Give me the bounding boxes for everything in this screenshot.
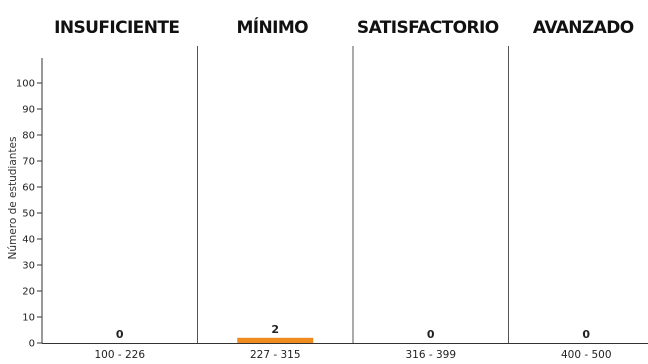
y-axis: 0 10 20 30 40 50 60 70 80 90 100 [16, 58, 43, 350]
y-tick-label: 10 [22, 313, 35, 324]
x-axis: 100 - 226 227 - 315 316 - 399 400 - 500 [42, 343, 648, 361]
y-tick-label: 90 [22, 105, 35, 116]
x-tick-label: 316 - 399 [405, 349, 456, 361]
y-tick-label: 80 [22, 131, 35, 142]
level-header: MÍNIMO [236, 16, 308, 38]
bar [237, 337, 314, 343]
data-label: 2 [271, 323, 279, 336]
y-tick-label: 70 [22, 157, 35, 168]
x-tick-label: 400 - 500 [561, 349, 612, 361]
y-tick-label: 0 [29, 339, 35, 350]
bars [237, 337, 314, 343]
y-tick-label: 100 [16, 79, 35, 90]
y-axis-title: Número de estudiantes [7, 137, 19, 260]
level-header: AVANZADO [533, 18, 634, 38]
level-dividers [197, 46, 509, 343]
x-tick-label: 227 - 315 [250, 349, 301, 361]
data-labels: 0 2 0 0 [116, 323, 591, 341]
level-header: SATISFACTORIO [357, 18, 499, 38]
data-label: 0 [427, 328, 435, 341]
y-tick-label: 40 [22, 235, 35, 246]
x-tick-label: 100 - 226 [94, 349, 145, 361]
data-label: 0 [582, 328, 590, 341]
y-tick-label: 60 [22, 183, 35, 194]
level-headers: INSUFICIENTE MÍNIMO SATISFACTORIO AVANZADO [54, 16, 634, 38]
y-tick-label: 30 [22, 261, 35, 272]
y-tick-label: 50 [22, 209, 35, 220]
level-header: INSUFICIENTE [54, 18, 179, 38]
y-axis-title-group: Número de estudiantes [7, 137, 19, 260]
data-label: 0 [116, 328, 124, 341]
y-tick-label: 20 [22, 287, 35, 298]
